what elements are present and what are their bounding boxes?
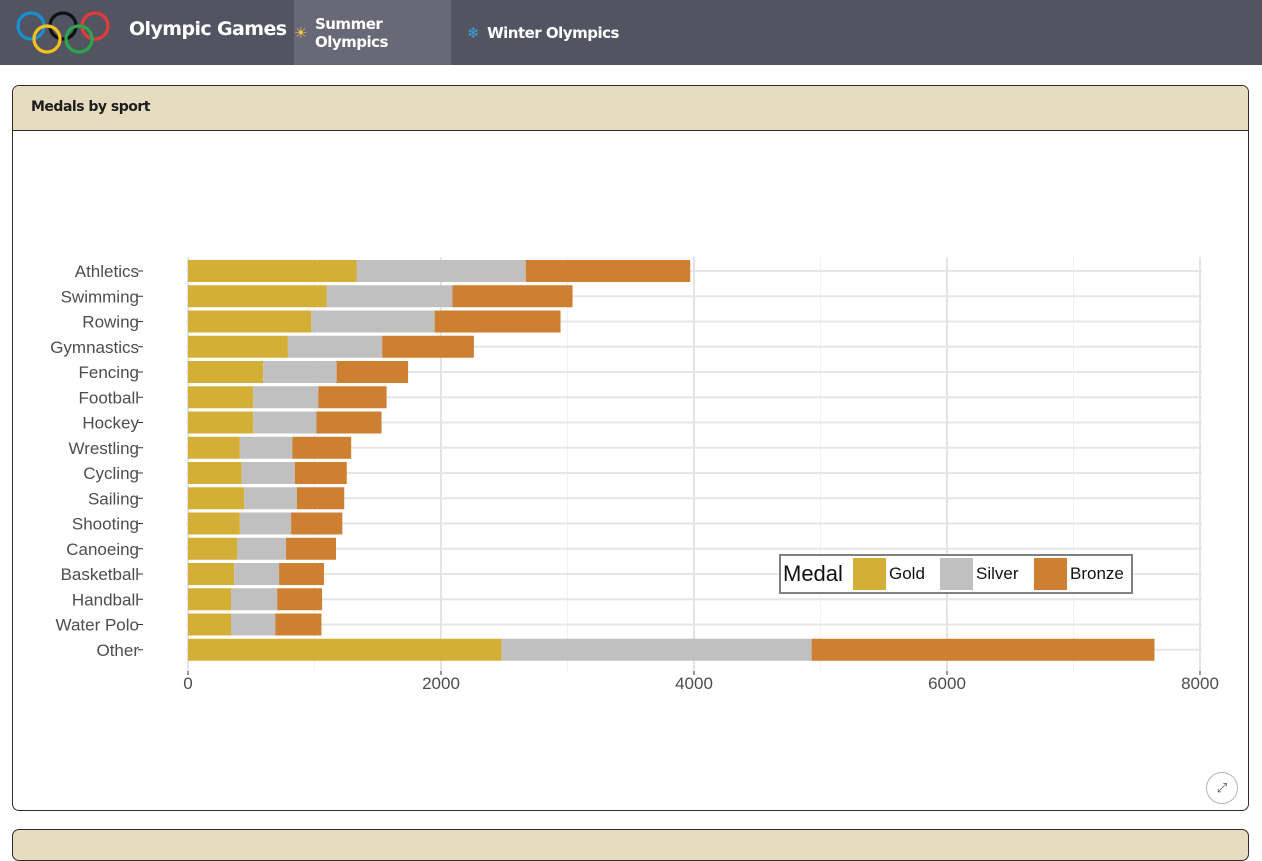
bar-silver xyxy=(241,462,295,484)
bar-silver xyxy=(501,638,812,661)
expand-button[interactable]: ⤢ xyxy=(1206,772,1238,804)
bar-gold xyxy=(188,411,254,434)
medals-card: Medals by sport 0 2000 4000 6000 8000 Athleti… xyxy=(12,85,1249,811)
x-tick-label: 8000 xyxy=(1181,674,1219,693)
y-tick-label: Fencing xyxy=(79,363,139,382)
bar-bronze xyxy=(292,436,352,459)
next-card-header xyxy=(12,829,1249,861)
sun-icon: ☀ xyxy=(294,23,307,42)
bar-bronze xyxy=(275,613,322,636)
bar-bronze xyxy=(452,285,573,308)
bar-silver xyxy=(237,537,287,560)
bar-silver xyxy=(239,512,292,535)
bar-gold xyxy=(188,285,327,308)
bar-silver xyxy=(244,487,297,510)
tab-winter-olympics[interactable]: ❄ Winter Olympics xyxy=(463,0,619,65)
x-tick-label: 4000 xyxy=(675,674,713,693)
y-tick-label: Basketball xyxy=(61,565,139,584)
y-tick-label: Swimming xyxy=(61,287,139,306)
bar-bronze xyxy=(316,411,382,434)
bar-gold xyxy=(188,361,264,383)
medals-bar-chart[interactable]: 0 2000 4000 6000 8000 Athletics Swimming Rowing… xyxy=(13,86,1248,810)
y-tick-label: Hockey xyxy=(82,414,139,433)
bar-gold xyxy=(188,613,232,636)
tab-summer-olympics[interactable]: ☀ Summer Olympics xyxy=(294,0,451,65)
expand-icon: ⤢ xyxy=(1216,780,1228,796)
bar-gold xyxy=(188,512,240,535)
y-tick-label: Gymnastics xyxy=(50,338,139,357)
bar-gold xyxy=(188,260,357,282)
y-tick-label: Cycling xyxy=(83,464,139,483)
y-tick-label: Wrestling xyxy=(68,439,139,458)
legend-swatch-bronze xyxy=(1034,558,1067,590)
x-tick-label: 2000 xyxy=(422,674,460,693)
y-tick-label: Canoeing xyxy=(66,540,139,559)
bar-bronze xyxy=(811,638,1155,661)
bar-bronze xyxy=(291,512,343,535)
legend-swatch-gold xyxy=(853,558,886,590)
bar-gold xyxy=(188,638,502,661)
card-title: Medals by sport xyxy=(31,99,151,115)
legend-swatch-silver xyxy=(940,558,973,590)
card-header: Medals by sport xyxy=(13,86,1248,131)
bar-gold xyxy=(188,487,245,510)
bar-gold xyxy=(188,563,235,585)
bar-silver xyxy=(253,386,319,409)
bar-gold xyxy=(188,386,254,409)
y-tick-label: Handball xyxy=(72,590,139,609)
bar-bronze xyxy=(294,462,347,484)
legend-label: Silver xyxy=(976,564,1019,583)
x-tick-label: 6000 xyxy=(928,674,966,693)
legend-label: Gold xyxy=(889,564,925,583)
y-tick-label: Shooting xyxy=(72,515,139,534)
bar-bronze xyxy=(525,260,691,282)
bar-bronze xyxy=(318,386,387,409)
bar-gold xyxy=(188,462,242,484)
bar-silver xyxy=(231,613,276,636)
bar-silver xyxy=(253,411,317,434)
brand-title[interactable]: Olympic Games xyxy=(129,18,287,40)
bar-gold xyxy=(188,310,312,333)
bar-bronze xyxy=(286,537,337,560)
legend-label: Bronze xyxy=(1070,564,1124,583)
snowflake-icon: ❄ xyxy=(467,23,480,42)
x-tick-label: 0 xyxy=(183,674,192,693)
y-tick-label: Rowing xyxy=(82,313,139,332)
navbar: Olympic Games ☀ Summer Olympics ❄ Winter… xyxy=(0,0,1262,65)
bar-bronze xyxy=(296,487,345,510)
y-tick-label: Athletics xyxy=(75,262,139,281)
bar-bronze xyxy=(277,588,323,611)
bar-silver xyxy=(234,563,280,585)
bar-gold xyxy=(188,537,238,560)
bar-gold xyxy=(188,588,232,611)
bar-silver xyxy=(231,588,278,611)
bar-silver xyxy=(263,361,337,383)
y-tick-label: Water Polo xyxy=(56,616,139,635)
olympic-rings-logo[interactable] xyxy=(14,8,112,56)
bar-silver xyxy=(356,260,526,282)
bar-bronze xyxy=(382,335,474,358)
y-tick-label: Sailing xyxy=(88,489,139,508)
y-tick-label: Other xyxy=(96,641,139,660)
bar-bronze xyxy=(336,361,409,383)
bar-gold xyxy=(188,335,288,358)
legend-title: Medal xyxy=(783,561,843,586)
bar-gold xyxy=(188,436,240,459)
y-tick-label: Football xyxy=(79,388,139,407)
bar-bronze xyxy=(279,563,324,585)
tab-label: Summer Olympics xyxy=(314,14,389,51)
bar-silver xyxy=(311,310,435,333)
bar-silver xyxy=(287,335,383,358)
bar-bronze xyxy=(434,310,561,333)
tab-label: Winter Olympics xyxy=(487,23,619,42)
bar-silver xyxy=(326,285,453,308)
bar-silver xyxy=(239,436,293,459)
